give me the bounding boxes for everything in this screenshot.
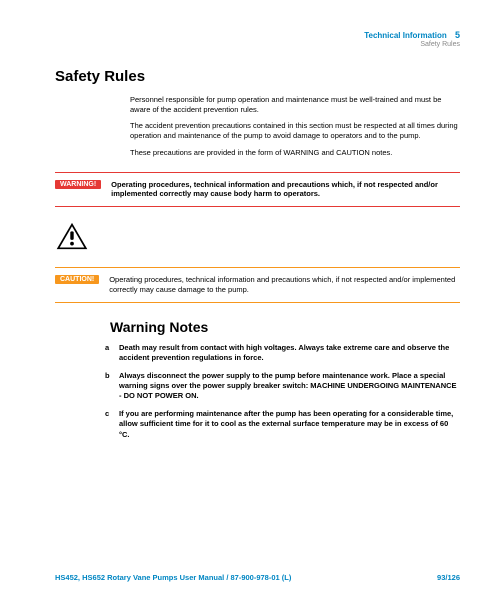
- note-letter: b: [105, 371, 119, 401]
- header-section-label: Technical Information: [364, 31, 447, 40]
- header-subsection: Safety Rules: [55, 41, 460, 48]
- page-title: Safety Rules: [55, 68, 460, 85]
- page-header: Technical Information 5 Safety Rules: [55, 30, 460, 48]
- list-item: a Death may result from contact with hig…: [105, 343, 460, 363]
- intro-paragraph: These precautions are provided in the fo…: [130, 148, 460, 158]
- footer-page-count: 93/126: [437, 573, 460, 582]
- note-text: Death may result from contact with high …: [119, 343, 460, 363]
- warning-badge: WARNING!: [55, 180, 101, 189]
- intro-paragraph: Personnel responsible for pump operation…: [130, 95, 460, 115]
- warning-text: Operating procedures, technical informat…: [111, 180, 460, 200]
- page-footer: HS452, HS652 Rotary Vane Pumps User Manu…: [55, 573, 460, 582]
- header-page-number: 5: [455, 30, 460, 40]
- note-text: If you are performing maintenance after …: [119, 409, 460, 439]
- note-letter: c: [105, 409, 119, 439]
- caution-text: Operating procedures, technical informat…: [109, 275, 460, 295]
- intro-paragraph: The accident prevention precautions cont…: [130, 121, 460, 141]
- notes-title: Warning Notes: [110, 319, 460, 335]
- note-letter: a: [105, 343, 119, 363]
- list-item: b Always disconnect the power supply to …: [105, 371, 460, 401]
- note-text: Always disconnect the power supply to th…: [119, 371, 460, 401]
- caution-callout: CAUTION! Operating procedures, technical…: [55, 267, 460, 303]
- document-page: Technical Information 5 Safety Rules Saf…: [0, 0, 500, 600]
- list-item: c If you are performing maintenance afte…: [105, 409, 460, 439]
- footer-manual-ref: HS452, HS652 Rotary Vane Pumps User Manu…: [55, 573, 291, 582]
- warning-notes-list: a Death may result from contact with hig…: [105, 343, 460, 440]
- caution-badge: CAUTION!: [55, 275, 99, 284]
- warning-callout: WARNING! Operating procedures, technical…: [55, 172, 460, 208]
- warning-triangle-icon: [55, 221, 89, 253]
